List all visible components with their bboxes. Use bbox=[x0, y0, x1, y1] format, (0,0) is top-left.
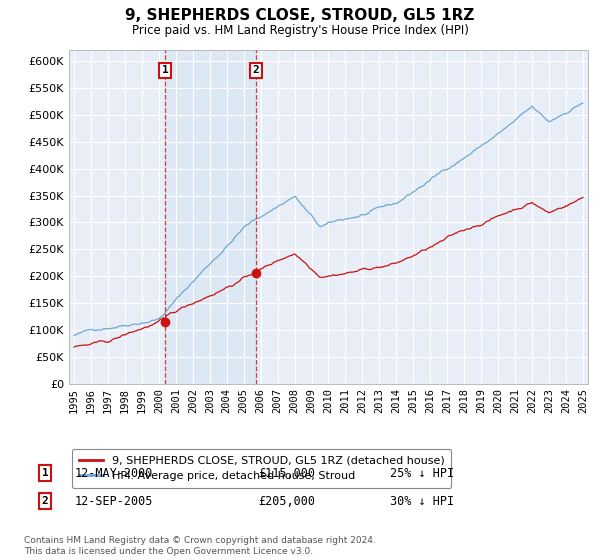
Text: 25% ↓ HPI: 25% ↓ HPI bbox=[390, 466, 454, 480]
Text: 2: 2 bbox=[41, 496, 49, 506]
Text: 1: 1 bbox=[162, 66, 169, 76]
Text: 12-SEP-2005: 12-SEP-2005 bbox=[75, 494, 154, 508]
Text: 1: 1 bbox=[41, 468, 49, 478]
Text: 2: 2 bbox=[253, 66, 259, 76]
Text: 9, SHEPHERDS CLOSE, STROUD, GL5 1RZ: 9, SHEPHERDS CLOSE, STROUD, GL5 1RZ bbox=[125, 8, 475, 24]
Text: £205,000: £205,000 bbox=[258, 494, 315, 508]
Legend: 9, SHEPHERDS CLOSE, STROUD, GL5 1RZ (detached house), HPI: Average price, detach: 9, SHEPHERDS CLOSE, STROUD, GL5 1RZ (det… bbox=[72, 449, 451, 488]
Text: £115,000: £115,000 bbox=[258, 466, 315, 480]
Text: 12-MAY-2000: 12-MAY-2000 bbox=[75, 466, 154, 480]
Text: Contains HM Land Registry data © Crown copyright and database right 2024.
This d: Contains HM Land Registry data © Crown c… bbox=[24, 536, 376, 556]
Text: Price paid vs. HM Land Registry's House Price Index (HPI): Price paid vs. HM Land Registry's House … bbox=[131, 24, 469, 37]
Text: 30% ↓ HPI: 30% ↓ HPI bbox=[390, 494, 454, 508]
Bar bbox=[165, 50, 256, 384]
